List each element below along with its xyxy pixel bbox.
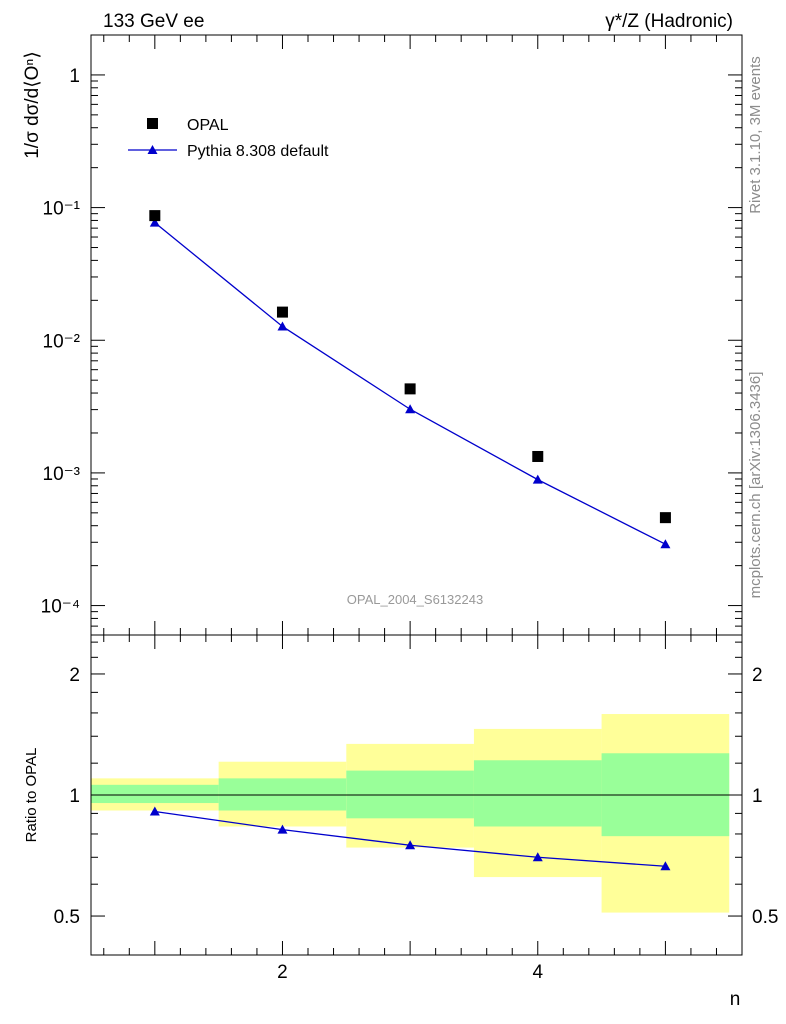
ratio-green-band — [218, 778, 347, 811]
opal-point — [659, 512, 671, 524]
legend-pythia-marker — [147, 145, 158, 154]
ratio-green-band — [473, 760, 602, 827]
opal-point — [404, 383, 416, 395]
ratio-green-band — [91, 784, 219, 804]
ratio-pythia-point — [405, 840, 416, 850]
main-series-layer — [149, 210, 671, 549]
pythia-point — [532, 474, 543, 484]
main-plot-panel: 1 10⁻¹ 10⁻² 10⁻³ 10⁻⁴ — [41, 34, 743, 636]
main-axis-ticks: 1 10⁻¹ 10⁻² 10⁻³ 10⁻⁴ — [41, 34, 742, 636]
main-y-axis-label: 1/σ dσ/d⟨Oⁿ⟩ — [22, 51, 43, 159]
main-y-tick-label: 10⁻¹ — [43, 199, 81, 220]
x-tick-label: 4 — [532, 962, 543, 983]
ratio-plot-panel: 2 4 2 2 1 1 0.5 0.5 — [54, 634, 778, 983]
main-y-tick-label: 10⁻³ — [43, 464, 81, 485]
header-left-label: 133 GeV ee — [103, 11, 204, 32]
ratio-y-tick-label: 1 — [69, 786, 80, 807]
ratio-series-layer — [149, 806, 671, 871]
ratio-plot-frame — [90, 634, 743, 956]
pythia-point — [405, 404, 416, 414]
main-y-tick-label: 10⁻⁴ — [41, 597, 80, 618]
mcplots-label: mcplots.cern.ch [arXiv:1306.3436] — [747, 372, 764, 599]
opal-point — [149, 210, 161, 222]
pythia-point — [149, 217, 160, 227]
ratio-green-band — [346, 770, 474, 819]
x-tick-label: 2 — [277, 962, 288, 983]
ratio-y-axis-label: Ratio to OPAL — [23, 748, 40, 843]
ratio-pythia-point — [149, 806, 160, 816]
ratio-pythia-point — [660, 861, 671, 871]
x-axis-label: n — [730, 989, 741, 1010]
ratio-y-tick-label: 0.5 — [54, 907, 80, 928]
pythia-point — [660, 539, 671, 549]
ratio-y-tick-label-right: 0.5 — [752, 907, 778, 928]
ratio-y-tick-label-right: 2 — [752, 665, 763, 686]
legend-pythia-label: Pythia 8.308 default — [187, 143, 329, 160]
main-y-tick-label: 10⁻² — [43, 331, 81, 352]
opal-point — [532, 450, 544, 462]
ratio-uncertainty-bands — [91, 714, 730, 913]
main-y-tick-label: 1 — [69, 66, 80, 87]
pythia-point — [277, 321, 288, 331]
ratio-pythia-point — [532, 852, 543, 862]
ratio-axis-ticks: 2 4 2 2 1 1 0.5 0.5 — [54, 635, 778, 983]
opal-point — [276, 306, 288, 318]
ratio-y-tick-label-right: 1 — [752, 786, 763, 807]
ratio-pythia-point — [277, 824, 288, 834]
rivet-version-label: Rivet 3.1.10, 3M events — [747, 56, 764, 214]
analysis-id-label: OPAL_2004_S6132243 — [347, 592, 483, 607]
legend-opal-label: OPAL — [187, 117, 229, 134]
legend: OPAL Pythia 8.308 default — [128, 117, 329, 160]
header-right-label: γ*/Z (Hadronic) — [605, 11, 733, 32]
legend-opal-marker — [147, 118, 158, 129]
ratio-y-tick-label: 2 — [69, 665, 80, 686]
